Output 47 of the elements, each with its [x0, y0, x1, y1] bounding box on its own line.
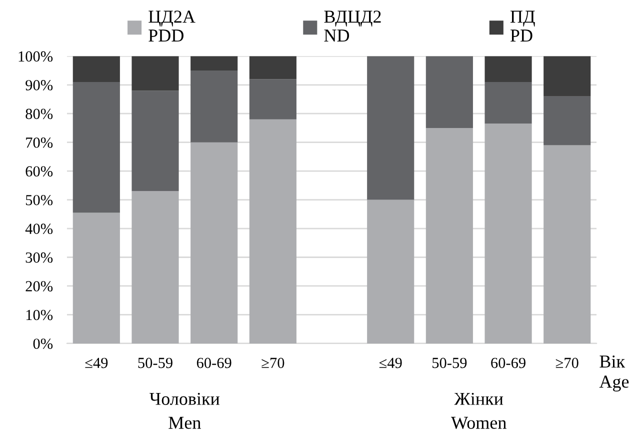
x-tick-label: 50-59: [432, 358, 467, 368]
x-tick-label: ≥70: [262, 358, 284, 368]
y-tick-label: 50%: [26, 194, 53, 206]
bar: [544, 96, 591, 146]
bar: [132, 191, 179, 344]
bar: [484, 56, 532, 82]
x-tick-label: ≤49: [379, 358, 402, 368]
x-tick-label: 60-69: [491, 358, 526, 368]
text: Жінки Women: [451, 392, 506, 429]
bar: [249, 56, 296, 80]
legend-label: ПД PD: [510, 10, 535, 42]
x-tick-label: ≥70: [556, 358, 578, 368]
x-tick-label: 60-69: [196, 358, 232, 368]
bar: [426, 56, 473, 128]
bar: [544, 56, 591, 96]
text: Чоловіки Men: [150, 392, 220, 429]
bar: [190, 56, 238, 71]
bar: [544, 145, 591, 344]
bar: [190, 142, 238, 344]
y-tick-label: 100%: [18, 51, 53, 62]
bar: [190, 70, 238, 142]
legend-label: ЦД2А PDD: [148, 10, 196, 42]
bar: [132, 56, 179, 91]
y-tick-label: 80%: [26, 108, 53, 120]
bar: [249, 119, 296, 344]
bar: [72, 56, 120, 82]
x-axis-title: Вік Age: [599, 356, 629, 392]
y-tick-label: 90%: [26, 80, 53, 90]
bar: [72, 82, 120, 213]
y-tick-label: 40%: [25, 224, 53, 234]
y-tick-label: 70%: [26, 137, 53, 148]
y-tick-label: 0%: [33, 338, 53, 349]
y-tick-label: 60%: [26, 166, 53, 177]
x-tick-label: ≤49: [85, 358, 108, 368]
y-tick-label: 30%: [26, 252, 53, 263]
bar: [484, 82, 532, 124]
bar: [367, 56, 414, 200]
y-tick-label: 20%: [26, 281, 53, 292]
bar: [426, 128, 473, 344]
bar: [484, 124, 532, 344]
bar: [249, 79, 296, 120]
bar: [72, 212, 120, 344]
x-tick-label: 50-59: [138, 358, 172, 368]
bar: [132, 90, 179, 192]
legend-label: ВДЦД2 ND: [324, 10, 381, 42]
y-tick-label: 10%: [26, 310, 53, 320]
bar: [367, 200, 414, 344]
